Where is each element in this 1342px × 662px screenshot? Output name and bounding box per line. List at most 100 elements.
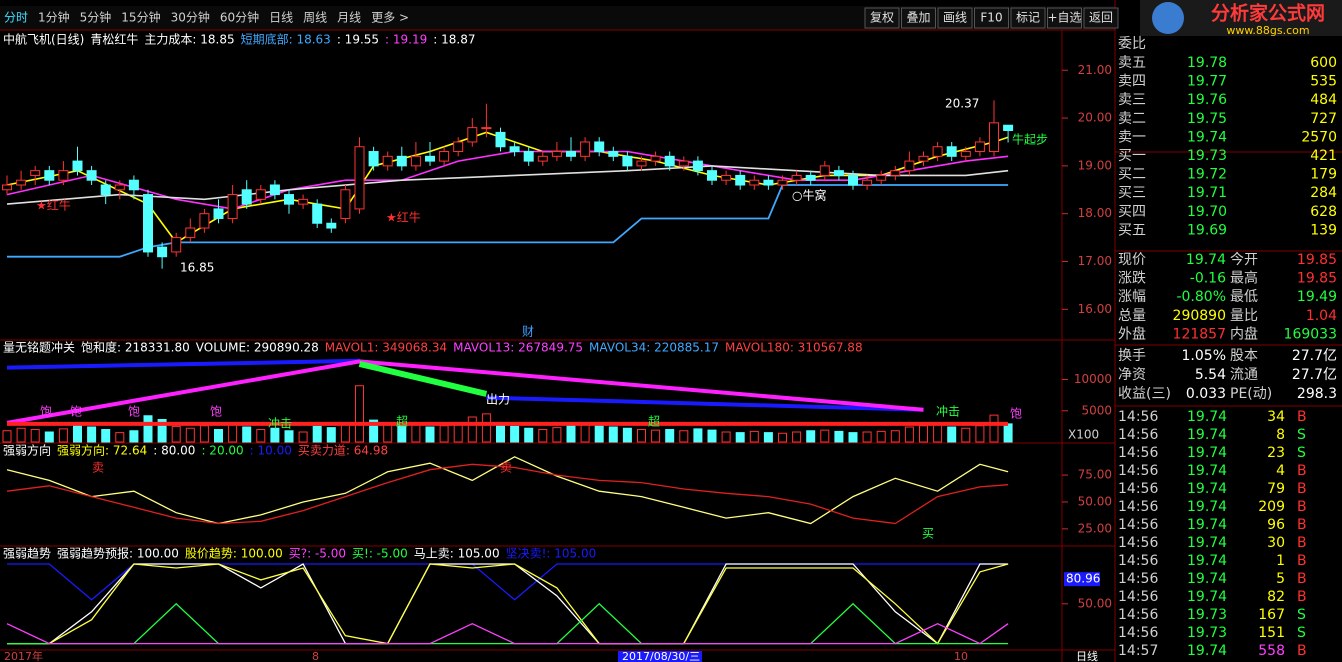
- toolbar-tab[interactable]: 5分钟: [80, 10, 112, 25]
- volume-bar: [848, 432, 858, 443]
- candle-body: [946, 146, 957, 157]
- toolbar-button-label[interactable]: 返回: [1089, 11, 1113, 25]
- y-tick-label: 21.00: [1078, 63, 1112, 77]
- indicator-line: [7, 184, 1009, 258]
- candle-body: [608, 151, 619, 157]
- volume-bar: [143, 415, 153, 443]
- toolbar-button-label[interactable]: F10: [980, 11, 1002, 25]
- trade-price: 19.74: [1187, 553, 1227, 569]
- candle-body: [453, 141, 464, 153]
- toolbar-tab[interactable]: 60分钟: [220, 10, 259, 25]
- toolbar-button-label[interactable]: +自选: [1047, 11, 1081, 25]
- candle-body: [566, 151, 576, 157]
- trade-time: 14:57: [1118, 643, 1158, 659]
- trade-volume: 8: [1276, 427, 1285, 443]
- toolbar-button-label[interactable]: 画线: [943, 11, 967, 25]
- orderbook-volume: 2570: [1301, 129, 1337, 145]
- candle-body: [16, 179, 27, 186]
- orderbook-volume: 535: [1310, 74, 1337, 90]
- candle-body: [692, 160, 703, 172]
- candle-body: [312, 203, 323, 224]
- volume-bar: [580, 423, 590, 443]
- toolbar-button-label[interactable]: 标记: [1016, 11, 1040, 25]
- candle-body: [269, 184, 280, 196]
- y-tick-label: 20.00: [1078, 111, 1112, 125]
- trade-volume: 167: [1258, 607, 1285, 623]
- candle-body: [960, 151, 971, 157]
- toolbar-button[interactable]: [1010, 7, 1046, 29]
- indicator-line: [6, 150, 1009, 210]
- trade-price: 19.74: [1187, 571, 1227, 587]
- candle-body: [833, 170, 844, 176]
- volume-bar: [594, 424, 604, 443]
- volume-bar: [44, 431, 54, 443]
- y-tick-label: 50.00: [1078, 596, 1112, 610]
- volume-bar: [2, 430, 12, 443]
- volume-bar: [862, 431, 872, 443]
- toolbar-tab[interactable]: 周线: [303, 11, 327, 25]
- current-value: 80.96: [1066, 572, 1100, 586]
- candle-body: [862, 179, 873, 186]
- trade-time: 14:56: [1118, 607, 1158, 623]
- toolbar-button[interactable]: [937, 7, 973, 29]
- toolbar-button[interactable]: [901, 7, 936, 29]
- toolbar-tab[interactable]: 1分钟: [38, 10, 70, 25]
- toolbar-tab[interactable]: 30分钟: [171, 10, 210, 25]
- date-highlight: [618, 651, 702, 662]
- volume-bar: [524, 427, 534, 443]
- chart-annotation: 超: [396, 414, 408, 429]
- toolbar-tab[interactable]: 月线: [337, 11, 361, 25]
- trade-side: B: [1297, 409, 1307, 425]
- candle-body: [467, 127, 478, 143]
- toolbar-button[interactable]: [1047, 7, 1082, 29]
- volume-bar: [439, 425, 449, 443]
- chart-annotation: 饱: [1010, 406, 1022, 421]
- candle-body: [537, 155, 548, 162]
- trade-volume: 23: [1267, 445, 1285, 461]
- y-tick-label: 75.00: [1078, 468, 1112, 482]
- candle-body: [396, 155, 407, 167]
- chart-annotation: 牛起步: [1012, 132, 1048, 147]
- stat-label: 总量: [1118, 308, 1146, 324]
- finance-label: 换手: [1118, 347, 1146, 364]
- candle-body: [664, 155, 675, 167]
- chart-annotation: 卖: [500, 461, 512, 475]
- panel-header: 买?: -5.00: [289, 547, 346, 561]
- candle-body: [848, 174, 858, 186]
- toolbar-button-label[interactable]: 复权: [870, 11, 894, 25]
- panel-header: 强弱方向: 72.64: [57, 443, 147, 458]
- volume-bar: [989, 414, 999, 443]
- toolbar-tab[interactable]: 分时: [4, 11, 28, 25]
- toolbar-tab[interactable]: 15分钟: [121, 10, 160, 25]
- candle-body: [439, 151, 450, 162]
- volume-bar: [792, 431, 802, 443]
- orderbook-label: 买三: [1118, 185, 1146, 201]
- toolbar-button[interactable]: [974, 7, 1009, 29]
- volume-bar: [369, 419, 379, 443]
- trade-price: 19.74: [1187, 535, 1227, 551]
- toolbar-tab[interactable]: 更多 >: [371, 11, 409, 25]
- candle-body: [241, 189, 252, 205]
- toolbar-tab[interactable]: 日线: [269, 11, 293, 25]
- trade-volume: 1: [1276, 553, 1285, 569]
- candle-body: [340, 189, 351, 219]
- trade-time: 14:56: [1118, 445, 1158, 461]
- finance-value: 0.033: [1186, 386, 1226, 402]
- trade-volume: 151: [1258, 625, 1285, 641]
- toolbar-button[interactable]: [1083, 7, 1119, 29]
- panel-header: MAVOL1: 349068.34: [325, 341, 447, 355]
- y-tick-label: 16.00: [1078, 302, 1112, 316]
- volume-bar: [961, 427, 971, 443]
- toolbar-button[interactable]: [864, 7, 900, 29]
- toolbar-button-label[interactable]: 叠加: [906, 11, 930, 25]
- trade-volume: 79: [1267, 481, 1285, 497]
- volume-bar: [904, 426, 914, 443]
- trade-time: 14:56: [1118, 517, 1158, 533]
- indicator-line: [358, 360, 488, 397]
- panel-header: MAVOL180: 310567.88: [725, 341, 863, 355]
- finance-value: 27.7亿: [1292, 367, 1337, 383]
- trade-side: B: [1297, 553, 1307, 569]
- orderbook-volume: 179: [1310, 167, 1337, 183]
- volume-bar: [481, 413, 491, 443]
